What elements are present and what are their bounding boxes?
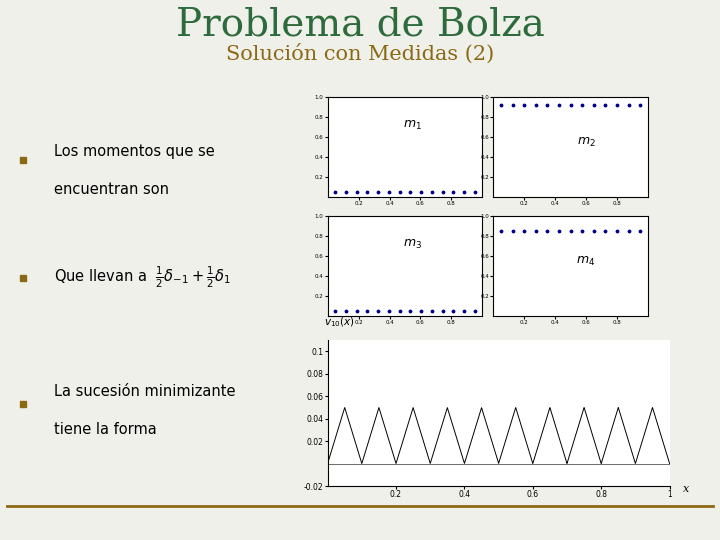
- Text: La sucesión minimizante: La sucesión minimizante: [54, 384, 235, 399]
- Text: $m_4$: $m_4$: [577, 254, 595, 267]
- Text: $m_2$: $m_2$: [577, 136, 595, 148]
- Text: Los momentos que se: Los momentos que se: [54, 144, 215, 159]
- Text: x: x: [683, 484, 690, 494]
- Text: encuentran son: encuentran son: [54, 182, 168, 197]
- Text: $v_{10}(x)$: $v_{10}(x)$: [324, 315, 355, 328]
- Text: $m_1$: $m_1$: [403, 119, 422, 132]
- Text: Solución con Medidas (2): Solución con Medidas (2): [226, 44, 494, 64]
- Text: Problema de Bolza: Problema de Bolza: [176, 6, 544, 43]
- Text: Que llevan a  $\frac{1}{2}\delta_{-1} + \frac{1}{2}\delta_{1}$: Que llevan a $\frac{1}{2}\delta_{-1} + \…: [54, 265, 230, 291]
- Text: tiene la forma: tiene la forma: [54, 422, 156, 437]
- Text: $m_3$: $m_3$: [403, 238, 422, 251]
